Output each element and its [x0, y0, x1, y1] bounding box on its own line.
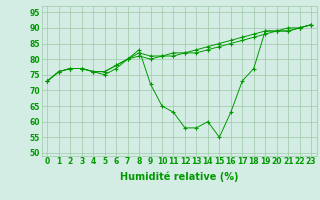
- X-axis label: Humidité relative (%): Humidité relative (%): [120, 172, 238, 182]
